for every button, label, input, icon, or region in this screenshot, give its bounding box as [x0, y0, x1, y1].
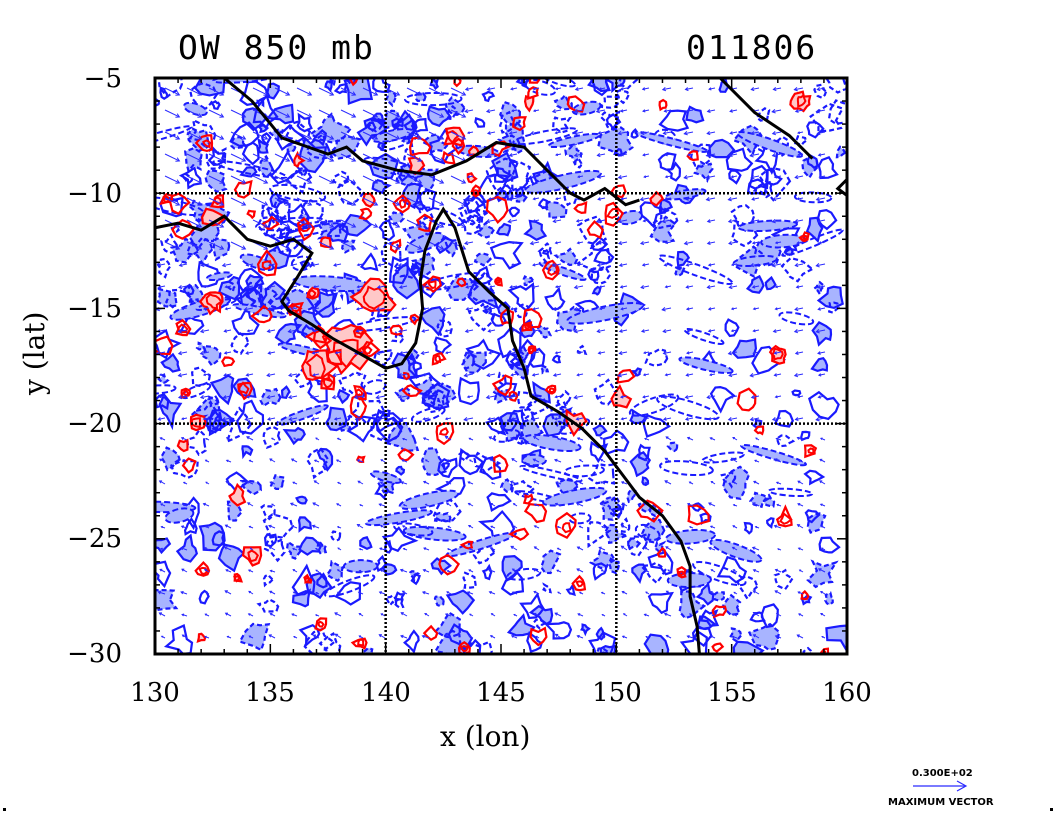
coastline [155, 78, 847, 654]
y-tick-label: −20 [67, 409, 122, 439]
x-tick-label: 160 [822, 678, 872, 708]
y-tick-label: −5 [83, 64, 122, 94]
x-tick-label: 130 [130, 678, 180, 708]
max-vector-label: MAXIMUM VECTOR [888, 797, 994, 808]
x-tick-label: 150 [592, 678, 642, 708]
max-vector-arrow [913, 780, 968, 792]
y-tick-label: −25 [67, 524, 122, 554]
x-axis-label: x (lon) [440, 720, 531, 753]
corner-mark-left [3, 808, 6, 811]
y-tick-label: −30 [67, 639, 122, 669]
axis-ticks [154, 77, 848, 655]
x-tick-label: 145 [476, 678, 526, 708]
negative-ow-contours [155, 78, 847, 654]
datetime-label: 011806 [686, 28, 818, 67]
x-tick-label: 155 [707, 678, 757, 708]
x-tick-label: 135 [245, 678, 295, 708]
y-tick-label: −15 [67, 294, 122, 324]
field-title: OW 850 mb [178, 28, 375, 67]
wind-vectors [155, 87, 826, 639]
y-axis-label: y (lat) [18, 311, 51, 395]
max-vector-value: 0.300E+02 [912, 768, 973, 779]
gridlines [155, 78, 847, 654]
y-tick-label: −10 [67, 179, 122, 209]
corner-mark-right [1050, 808, 1053, 811]
positive-ow-contours [155, 78, 830, 654]
x-tick-label: 140 [361, 678, 411, 708]
